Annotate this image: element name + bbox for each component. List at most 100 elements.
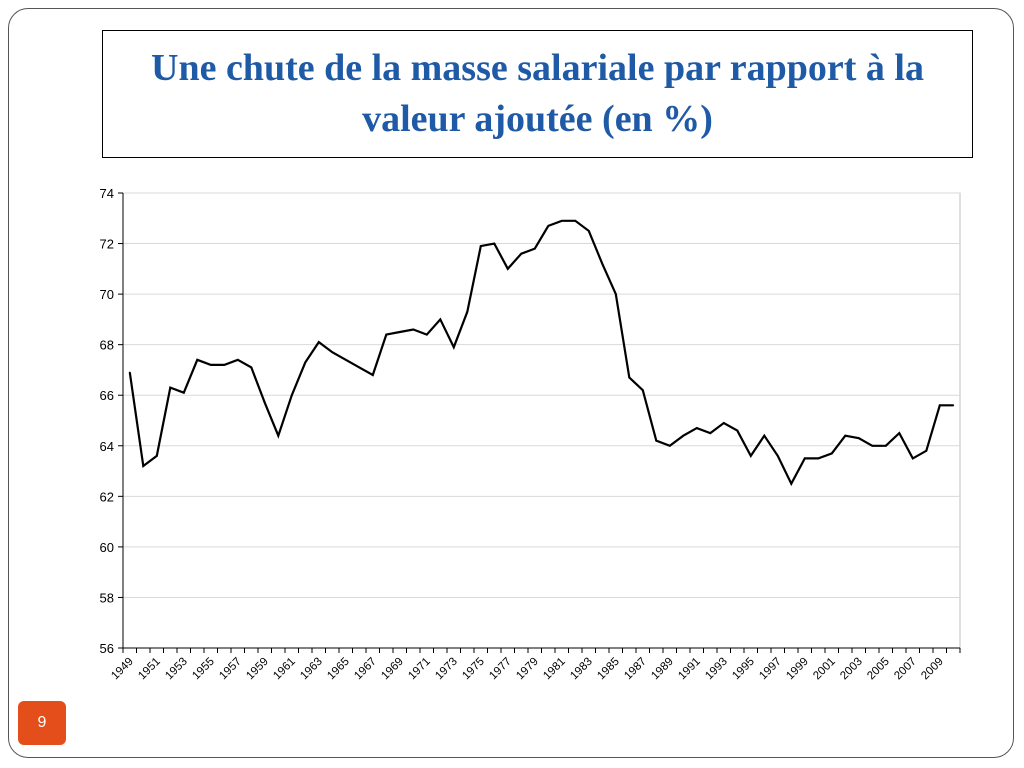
data-point <box>614 293 617 296</box>
data-point <box>506 267 509 270</box>
data-point <box>776 454 779 457</box>
data-point <box>412 328 415 331</box>
y-tick-label: 56 <box>100 641 114 656</box>
data-point <box>641 389 644 392</box>
y-tick-label: 72 <box>100 237 114 252</box>
x-tick-label: 1999 <box>784 656 811 683</box>
data-point <box>277 434 280 437</box>
data-point <box>439 318 442 321</box>
x-tick-label: 1965 <box>325 656 352 683</box>
y-tick-label: 62 <box>100 489 114 504</box>
x-tick-label: 1955 <box>190 656 217 683</box>
data-point <box>911 457 914 460</box>
data-point <box>682 434 685 437</box>
data-point <box>128 371 131 374</box>
x-tick-label: 1997 <box>757 656 784 683</box>
y-tick-label: 66 <box>100 388 114 403</box>
data-point <box>952 404 955 407</box>
x-tick-label: 1961 <box>271 656 298 683</box>
x-tick-label: 1993 <box>703 656 730 683</box>
data-point <box>479 245 482 247</box>
y-tick-label: 58 <box>100 590 114 605</box>
slide-title: Une chute de la masse salariale par rapp… <box>151 46 924 140</box>
x-tick-label: 1951 <box>136 656 163 683</box>
data-point <box>560 219 563 222</box>
data-point <box>574 219 577 222</box>
data-point <box>857 437 860 440</box>
data-point <box>695 427 698 429</box>
x-tick-label: 1985 <box>595 656 622 683</box>
data-point <box>331 351 334 354</box>
x-tick-label: 1963 <box>298 656 325 683</box>
data-point <box>452 346 455 349</box>
data-point <box>587 230 590 232</box>
data-point <box>142 465 145 467</box>
x-tick-label: 1981 <box>541 656 568 683</box>
data-point <box>817 457 820 460</box>
data-point <box>722 422 725 424</box>
y-tick-label: 68 <box>100 338 114 353</box>
x-tick-label: 1979 <box>514 656 541 683</box>
data-point <box>236 358 239 361</box>
x-tick-label: 1949 <box>109 656 136 683</box>
y-tick-label: 64 <box>100 439 114 454</box>
data-point <box>317 341 320 344</box>
plot-area <box>122 192 961 649</box>
x-tick-label: 2007 <box>892 656 919 683</box>
y-tick-label: 60 <box>100 540 114 555</box>
data-point <box>709 432 712 435</box>
data-point <box>196 358 199 361</box>
data-point <box>938 404 941 407</box>
x-tick-label: 1971 <box>406 656 433 683</box>
data-point <box>763 434 766 437</box>
data-point <box>182 391 185 394</box>
data-point <box>884 444 887 447</box>
x-tick-label: 2009 <box>919 656 946 683</box>
data-point <box>304 361 307 364</box>
data-point <box>533 247 536 250</box>
data-point <box>493 242 496 245</box>
data-point <box>668 444 671 447</box>
x-tick-label: 2001 <box>811 656 838 683</box>
data-point <box>803 457 806 460</box>
x-tick-label: 1987 <box>622 656 649 683</box>
x-tick-label: 1975 <box>460 656 487 683</box>
x-tick-label: 1983 <box>568 656 595 683</box>
x-tick-label: 1991 <box>676 656 703 683</box>
y-tick-label: 74 <box>100 186 114 201</box>
x-tick-label: 2005 <box>865 656 892 683</box>
data-point <box>790 482 793 485</box>
data-point <box>628 376 631 379</box>
data-point <box>169 386 172 389</box>
title-box: Une chute de la masse salariale par rapp… <box>102 30 973 158</box>
data-point <box>209 363 212 366</box>
data-point <box>290 394 293 397</box>
data-point <box>250 366 253 369</box>
data-point <box>749 454 752 457</box>
data-point <box>844 434 847 437</box>
series-line <box>128 219 954 487</box>
x-tick-label: 1973 <box>433 656 460 683</box>
data-point <box>223 363 226 366</box>
x-tick-label: 2003 <box>838 656 865 683</box>
x-tick-label: 1969 <box>379 656 406 683</box>
data-point <box>898 432 901 435</box>
data-point <box>371 374 374 376</box>
x-tick-label: 1995 <box>730 656 757 683</box>
data-point <box>601 262 604 265</box>
x-tick-label: 1989 <box>649 656 676 683</box>
x-tick-label: 1959 <box>244 656 271 683</box>
data-point <box>655 439 658 442</box>
x-tick-label: 1967 <box>352 656 379 683</box>
data-point <box>520 252 523 255</box>
y-tick-label: 70 <box>100 287 114 302</box>
x-tick-label: 1977 <box>487 656 514 683</box>
data-point <box>344 358 347 361</box>
data-point <box>466 310 469 313</box>
data-point <box>398 331 401 333</box>
data-point <box>830 452 833 455</box>
data-point <box>547 224 550 227</box>
data-point <box>155 454 158 457</box>
page-number-badge: 9 <box>18 701 66 745</box>
